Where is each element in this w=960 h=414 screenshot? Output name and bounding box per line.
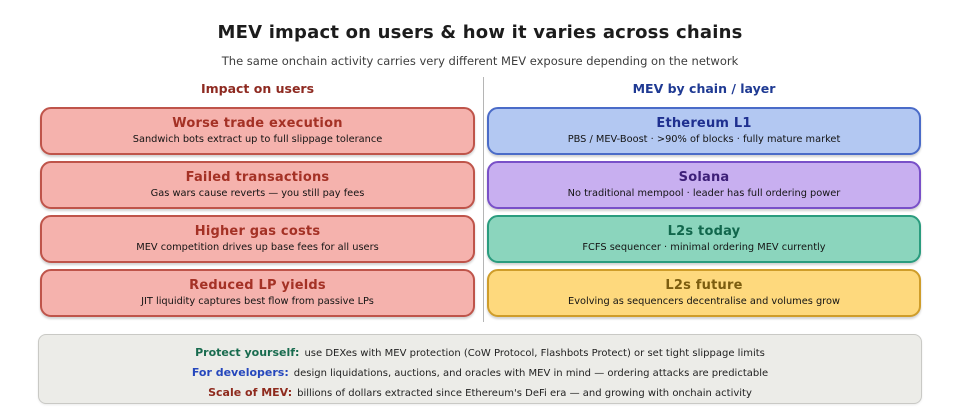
card-description: JIT liquidity captures best flow from pa… [141, 296, 374, 307]
card-l2s-today: L2s today FCFS sequencer · minimal order… [487, 215, 921, 263]
takeaway-text: use DEXes with MEV protection (CoW Proto… [304, 348, 765, 359]
card-description: Sandwich bots extract up to full slippag… [132, 134, 383, 145]
card-description: Evolving as sequencers decentralise and … [568, 296, 840, 307]
takeaway-protect-yourself: Protect yourself: use DEXes with MEV prot… [39, 343, 921, 363]
takeaways-panel: Protect yourself: use DEXes with MEV prot… [38, 334, 922, 404]
takeaway-text: billions of dollars extracted since Ethe… [297, 388, 752, 399]
card-title: Higher gas costs [194, 224, 321, 239]
card-title: Worse trade execution [172, 116, 343, 131]
card-description: MEV competition drives up base fees for … [136, 242, 379, 253]
card-description: FCFS sequencer · minimal ordering MEV cu… [582, 242, 826, 253]
column-divider [483, 77, 484, 322]
card-worse-trade-execution: Worse trade execution Sandwich bots extr… [40, 107, 475, 155]
card-solana: Solana No traditional mempool · leader h… [487, 161, 921, 209]
takeaway-text: design liquidations, auctions, and oracl… [293, 368, 769, 379]
right-column-heading: MEV by chain / layer [632, 81, 776, 96]
card-description: Gas wars cause reverts — you still pay f… [150, 188, 365, 199]
page-title: MEV impact on users & how it varies acro… [217, 22, 743, 43]
takeaway-label: Scale of MEV: [208, 386, 293, 399]
takeaway-for-developers: For developers: design liquidations, auct… [39, 363, 921, 383]
card-description: PBS / MEV-Boost · >90% of blocks · fully… [567, 134, 841, 145]
card-title: Failed transactions [185, 170, 330, 185]
takeaway-label: For developers: [191, 366, 289, 379]
takeaway-scale-of-mev: Scale of MEV: billions of dollars extract… [39, 383, 921, 403]
card-title: L2s future [665, 278, 743, 293]
card-reduced-lp-yields: Reduced LP yields JIT liquidity captures… [40, 269, 475, 317]
takeaway-label: Protect yourself: [195, 346, 300, 359]
card-failed-transactions: Failed transactions Gas wars cause rever… [40, 161, 475, 209]
card-title: Reduced LP yields [189, 278, 326, 293]
card-ethereum-l1: Ethereum L1 PBS / MEV-Boost · >90% of bl… [487, 107, 921, 155]
card-title: Ethereum L1 [656, 116, 752, 131]
page-subtitle: The same onchain activity carries very d… [221, 54, 739, 68]
card-title: Solana [678, 170, 730, 185]
left-column-heading: Impact on users [200, 81, 315, 96]
card-higher-gas-costs: Higher gas costs MEV competition drives … [40, 215, 475, 263]
card-l2s-future: L2s future Evolving as sequencers decent… [487, 269, 921, 317]
card-title: L2s today [667, 224, 741, 239]
card-description: No traditional mempool · leader has full… [567, 188, 841, 199]
